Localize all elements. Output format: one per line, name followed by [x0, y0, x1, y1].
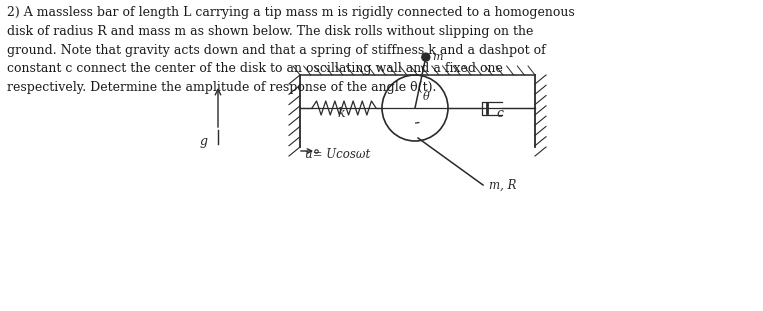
Circle shape: [422, 53, 430, 61]
Text: k: k: [337, 107, 345, 120]
Text: u= Ucosωt: u= Ucosωt: [305, 148, 370, 161]
Text: c: c: [496, 107, 503, 120]
Text: m, R: m, R: [489, 179, 517, 192]
Text: 2) A massless bar of length L carrying a tip mass m is rigidly connected to a ho: 2) A massless bar of length L carrying a…: [7, 6, 575, 94]
Text: g: g: [200, 136, 208, 148]
Text: m: m: [432, 52, 443, 62]
Text: θ: θ: [423, 92, 430, 102]
